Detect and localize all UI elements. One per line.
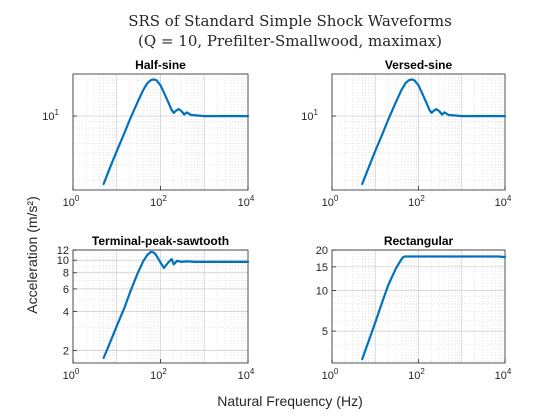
chart-title: Half-sine: [135, 58, 186, 72]
x-tick-label: 104: [238, 194, 255, 209]
figure-title-line2: (Q = 10, Prefilter-Smallwood, maximax): [138, 32, 442, 50]
figure-ylabel: Acceleration (m/s²): [24, 196, 40, 313]
x-tick-label: 104: [495, 194, 512, 209]
x-tick-label: 100: [322, 194, 339, 209]
y-tick-label: 15: [316, 262, 328, 274]
y-tick-label: 10: [57, 255, 69, 267]
chart-title: Rectangular: [384, 234, 454, 248]
x-tick-label: 100: [322, 367, 339, 382]
y-tick-label: 2: [63, 345, 69, 357]
figure-title-line1: SRS of Standard Simple Shock Waveforms: [128, 12, 452, 30]
y-tick-label: 4: [63, 307, 69, 319]
chart-panel-1: 100 102 104 101 Half-sine: [42, 58, 255, 209]
y-tick-label: 6: [63, 284, 69, 296]
figure-xlabel: Natural Frequency (Hz): [217, 393, 363, 409]
y-tick-label: 12: [57, 245, 69, 257]
x-tick-label: 102: [408, 367, 425, 382]
x-tick-label: 102: [408, 194, 425, 209]
x-tick-label: 102: [150, 194, 167, 209]
y-tick-label: 10: [316, 286, 328, 298]
chart-panel-2: 100 102 104 101 Versed-sine: [301, 58, 512, 209]
series-line: [102, 250, 250, 360]
y-tick-label: 20: [316, 245, 328, 257]
series-line: [102, 78, 250, 186]
x-tick-label: 104: [238, 367, 255, 382]
x-tick-label: 100: [63, 367, 80, 382]
chart-panel-4: 100 102 104 5 10 15 20 Rectangular: [316, 234, 512, 382]
y-tick-label: 8: [63, 268, 69, 280]
x-tick-label: 102: [150, 367, 167, 382]
y-tick-label: 5: [322, 326, 328, 338]
y-tick-label: 101: [301, 108, 318, 123]
series-line: [361, 78, 507, 186]
x-tick-label: 104: [495, 367, 512, 382]
chart-title: Versed-sine: [385, 58, 453, 72]
x-tick-label: 100: [63, 194, 80, 209]
y-tick-label: 101: [42, 108, 59, 123]
chart-title: Terminal-peak-sawtooth: [92, 234, 229, 248]
series-line: [361, 255, 507, 361]
